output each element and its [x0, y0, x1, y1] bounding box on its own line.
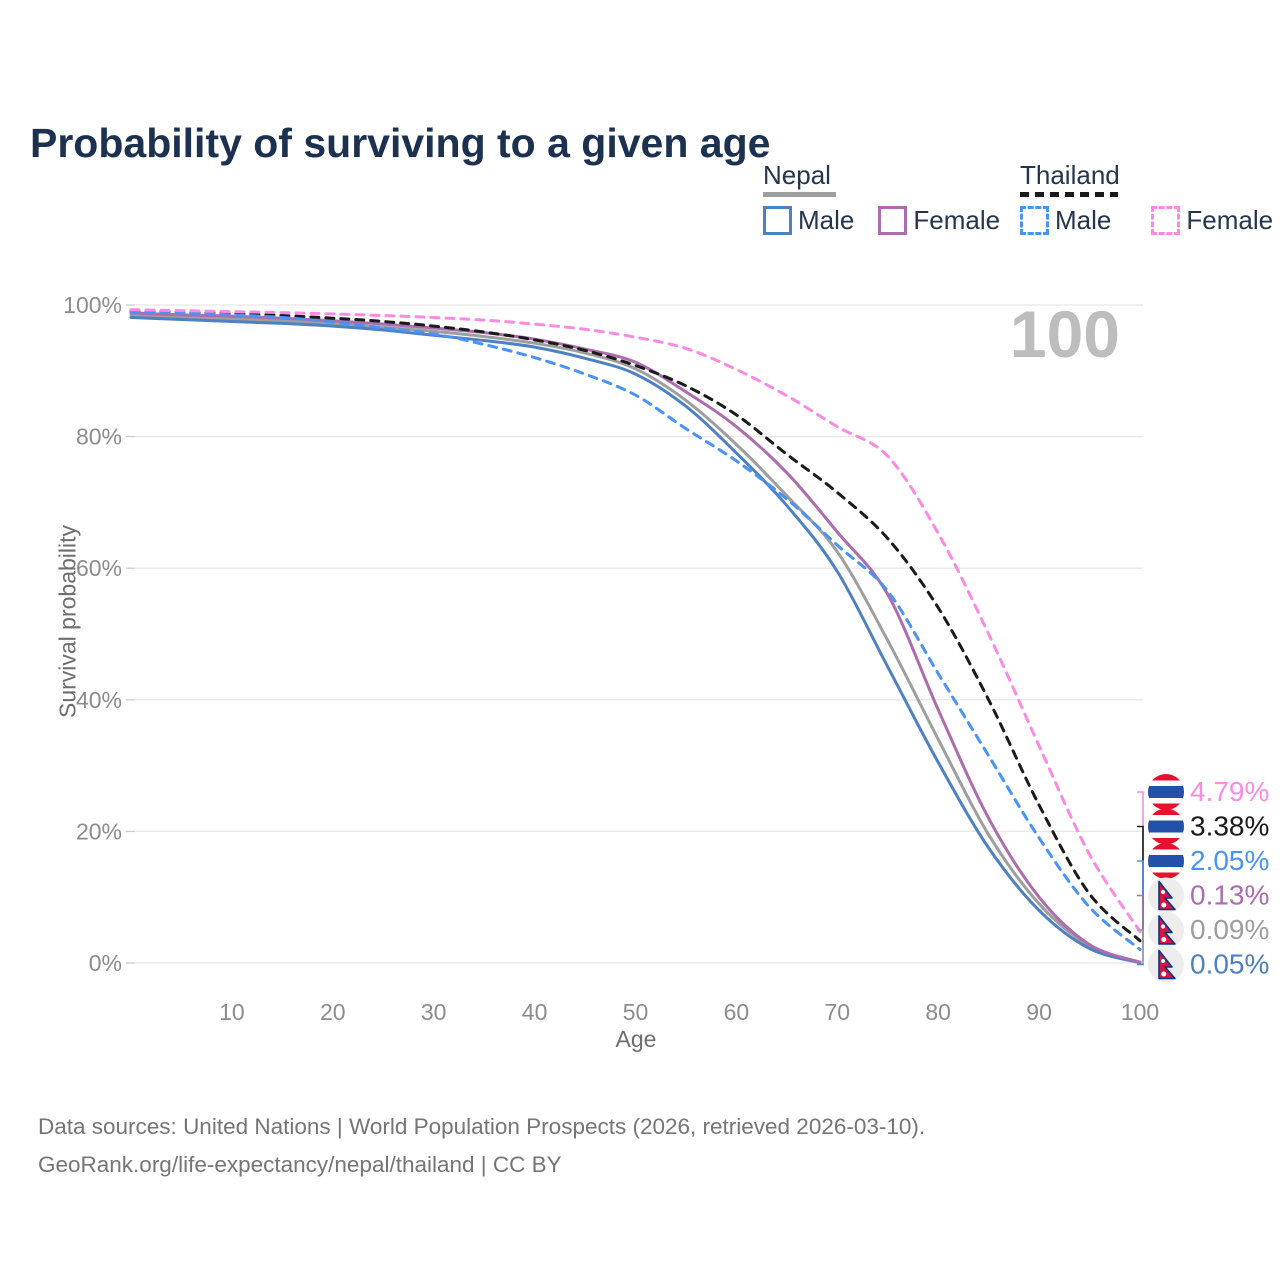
legend-label: Female — [1186, 205, 1274, 235]
series-line-thailand-female — [129, 308, 1142, 933]
end-label-leader-line — [1137, 962, 1144, 966]
legend-country-thailand: Thailand — [1020, 160, 1120, 190]
end-value-label-thailand-female: 4.79% — [1190, 776, 1269, 807]
legend-item-nepal-female: Female — [878, 205, 1000, 236]
y-tick-label: 40% — [76, 687, 122, 713]
thailand-dashed-line-swatch — [1020, 192, 1118, 197]
end-value-label-nepal-female: 0.13% — [1190, 880, 1269, 911]
legend-group-thailand: Thailand Male Female — [1020, 160, 1280, 236]
thailand-flag-icon — [1148, 843, 1184, 879]
x-tick-label: 80 — [925, 999, 951, 1025]
y-tick-label: 0% — [89, 950, 122, 976]
end-label-leader-line — [1137, 860, 1144, 950]
series-line-thailand-both — [129, 309, 1142, 943]
page-title: Probability of surviving to a given age — [30, 120, 771, 167]
series-line-nepal-both — [129, 313, 1142, 964]
end-value-label-thailand-male: 2.05% — [1190, 845, 1269, 876]
legend-item-thailand-female: Female — [1151, 205, 1273, 236]
nepal-male-swatch-icon — [763, 206, 792, 235]
nepal-solid-line-swatch — [763, 192, 836, 197]
series-line-thailand-male — [129, 310, 1142, 951]
footer-line-1: Data sources: United Nations | World Pop… — [38, 1114, 926, 1139]
x-tick-label: 10 — [219, 999, 245, 1025]
x-tick-label: 20 — [320, 999, 346, 1025]
series-line-nepal-male — [129, 316, 1142, 965]
legend-country-nepal: Nepal — [763, 160, 831, 190]
data-sources-footer: Data sources: United Nations | World Pop… — [38, 1108, 1188, 1184]
end-value-label-nepal-both: 0.09% — [1190, 914, 1269, 945]
y-axis-title: Survival probability — [54, 524, 81, 719]
end-value-label-thailand-both: 3.38% — [1190, 811, 1269, 842]
y-tick-label: 100% — [63, 292, 122, 318]
x-tick-label: 30 — [421, 999, 447, 1025]
nepal-female-swatch-icon — [878, 206, 908, 235]
legend-label: Male — [1055, 205, 1112, 235]
end-label-leader-line — [1137, 825, 1144, 941]
x-tick-label: 100 — [1121, 999, 1159, 1025]
x-tick-label: 40 — [522, 999, 548, 1025]
thailand-male-swatch-icon — [1020, 206, 1049, 235]
legend-group-nepal: Nepal Male Female — [763, 160, 1024, 236]
x-axis-title: Age — [615, 1026, 657, 1052]
end-value-label-nepal-male: 0.05% — [1190, 949, 1269, 980]
legend-item-thailand-male: Male — [1020, 205, 1111, 236]
nepal-flag-icon — [1148, 912, 1184, 948]
nepal-flag-icon — [1148, 946, 1184, 983]
thailand-flag-icon — [1148, 774, 1184, 810]
footer-line-2: GeoRank.org/life-expectancy/nepal/thaila… — [38, 1152, 562, 1177]
nepal-flag-icon — [1148, 877, 1184, 914]
legend-label: Female — [913, 205, 1001, 235]
legend-label: Male — [798, 205, 855, 235]
x-tick-label: 90 — [1026, 999, 1052, 1025]
y-tick-label: 60% — [76, 555, 122, 581]
x-tick-label: 50 — [623, 999, 649, 1025]
end-label-leader-line — [1137, 929, 1144, 963]
x-tick-label: 70 — [825, 999, 851, 1025]
thailand-female-swatch-icon — [1151, 206, 1181, 235]
y-tick-label: 20% — [76, 818, 122, 844]
y-tick-label: 80% — [76, 424, 122, 450]
x-tick-label: 60 — [724, 999, 750, 1025]
legend-item-nepal-male: Male — [763, 205, 854, 236]
thailand-flag-icon — [1148, 808, 1184, 845]
age-frame-watermark: 100 — [1009, 297, 1120, 371]
